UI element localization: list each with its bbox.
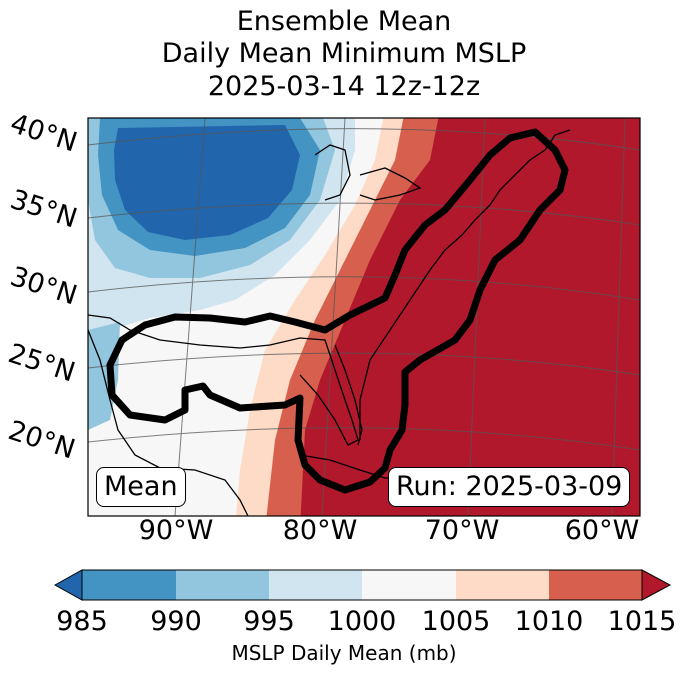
- colorbar-bin-1000-1005: [362, 570, 456, 600]
- colorbar-extend-high: [641, 569, 672, 601]
- coastline-gulf: [88, 314, 359, 446]
- graticule-lat-20: [88, 427, 640, 451]
- graticule-lat-25: [88, 352, 640, 376]
- coastline-east: [359, 129, 571, 440]
- colorbar-tick-995: 995: [243, 606, 295, 637]
- colorbar-tick-1015: 1015: [607, 606, 677, 637]
- colorbar-tick-1010: 1010: [514, 606, 584, 637]
- graticule-lon-60: [611, 118, 626, 516]
- mean-label-box: Mean: [96, 467, 186, 507]
- colorbar-bin-985-990: [82, 570, 176, 600]
- graticule-lon-80: [321, 118, 346, 516]
- colorbar-bin-995-1000: [269, 570, 362, 600]
- lon-label-80w: 80°W: [282, 515, 358, 546]
- graticule-lat-35: [88, 202, 640, 226]
- colorbar-bin-1010-1015: [549, 570, 642, 600]
- title-line-3: 2025-03-14 12z-12z: [207, 71, 481, 102]
- colorbar-tick-990: 990: [150, 606, 202, 637]
- coastline-mexico: [88, 329, 249, 516]
- run-date-box: Run: 2025-03-09: [388, 467, 631, 507]
- map-border: [87, 117, 641, 517]
- colorbar-tick-1000: 1000: [327, 606, 397, 637]
- graticule-lon-70: [467, 118, 486, 516]
- lon-label-60w: 60°W: [564, 515, 640, 546]
- title-line-2: Daily Mean Minimum MSLP: [161, 38, 527, 69]
- colorbar-extend-low: [53, 569, 83, 601]
- coastline-great-lakes: [314, 144, 422, 201]
- colorbar-tick-985: 985: [56, 606, 108, 637]
- lon-label-90w: 90°W: [138, 515, 214, 546]
- colorbar-tick-1005: 1005: [421, 606, 491, 637]
- lon-label-70w: 70°W: [424, 515, 500, 546]
- graticule-lat-30: [88, 276, 640, 301]
- colorbar-frame: [81, 569, 643, 601]
- colorbar-bin-990-995: [176, 570, 269, 600]
- colorbar-bin-1005-1010: [456, 570, 549, 600]
- ensemble-outline: [106, 128, 569, 494]
- graticule-lat-40: [88, 128, 640, 151]
- colorbar-label: MSLP Daily Mean (mb): [231, 641, 457, 665]
- coastline-florida: [334, 344, 363, 446]
- title-line-1: Ensemble Mean: [236, 6, 452, 37]
